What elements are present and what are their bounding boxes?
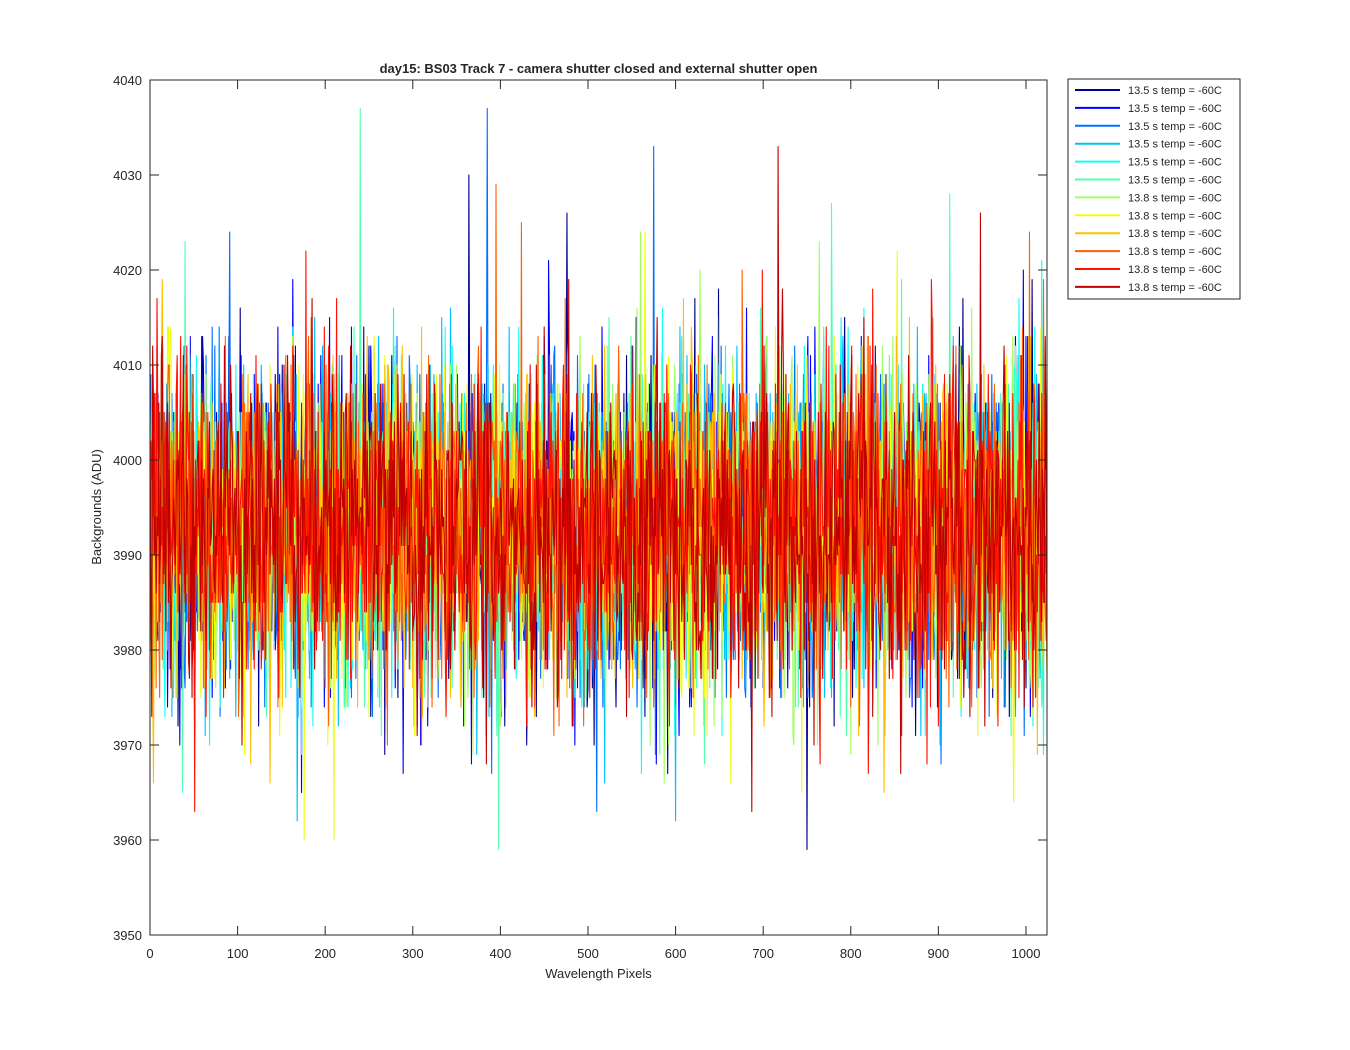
legend-label: 13.5 s temp = -60C <box>1128 121 1222 133</box>
y-tick-label: 4010 <box>113 358 142 373</box>
x-tick-label: 100 <box>227 946 249 961</box>
y-tick-label: 4030 <box>113 168 142 183</box>
legend-label: 13.5 s temp = -60C <box>1128 103 1222 115</box>
y-tick-label: 3990 <box>113 548 142 563</box>
legend-label: 13.8 s temp = -60C <box>1128 264 1222 276</box>
legend-label: 13.8 s temp = -60C <box>1128 246 1222 258</box>
legend-label: 13.5 s temp = -60C <box>1128 175 1222 187</box>
x-axis-ticks: 0 100 200 300 400 500 600 700 800 900 1000 <box>146 80 1040 961</box>
chart-title: day15: BS03 Track 7 - camera shutter clo… <box>380 61 818 76</box>
y-tick-label: 3980 <box>113 643 142 658</box>
x-tick-label: 0 <box>146 946 153 961</box>
legend-box <box>1067 78 1241 300</box>
y-tick-label: 3950 <box>113 928 142 943</box>
y-tick-label: 3960 <box>113 833 142 848</box>
x-tick-label: 500 <box>577 946 599 961</box>
x-tick-label: 400 <box>490 946 512 961</box>
legend-label: 13.5 s temp = -60C <box>1128 85 1222 97</box>
x-tick-label: 700 <box>752 946 774 961</box>
x-tick-label: 1000 <box>1012 946 1041 961</box>
series-layer <box>150 107 1047 851</box>
legend-label: 13.5 s temp = -60C <box>1128 157 1222 169</box>
legend-label: 13.8 s temp = -60C <box>1128 228 1222 240</box>
legend: 13.5 s temp = -60C 13.5 s temp = -60C 13.5… <box>1067 78 1241 300</box>
y-axis-ticks: 3950 3960 3970 3980 3990 4000 4010 4020 4030 4040 <box>113 73 1047 943</box>
x-tick-label: 300 <box>402 946 424 961</box>
legend-label: 13.8 s temp = -60C <box>1128 282 1222 294</box>
y-axis-label: Backgrounds (ADU) <box>89 449 104 565</box>
y-tick-label: 4000 <box>113 453 142 468</box>
y-tick-label: 4040 <box>113 73 142 88</box>
x-tick-label: 600 <box>665 946 687 961</box>
x-tick-label: 800 <box>840 946 862 961</box>
x-tick-label: 900 <box>928 946 950 961</box>
x-tick-label: 200 <box>314 946 336 961</box>
legend-entries: 13.5 s temp = -60C 13.5 s temp = -60C 13.5… <box>1075 85 1222 294</box>
legend-label: 13.8 s temp = -60C <box>1128 210 1222 222</box>
legend-label: 13.8 s temp = -60C <box>1128 192 1222 204</box>
legend-label: 13.5 s temp = -60C <box>1128 139 1222 151</box>
x-axis-label: Wavelength Pixels <box>545 966 652 981</box>
y-tick-label: 4020 <box>113 263 142 278</box>
series-line-12 <box>150 145 1047 813</box>
y-tick-label: 3970 <box>113 738 142 753</box>
plot-frame <box>149 79 1048 936</box>
